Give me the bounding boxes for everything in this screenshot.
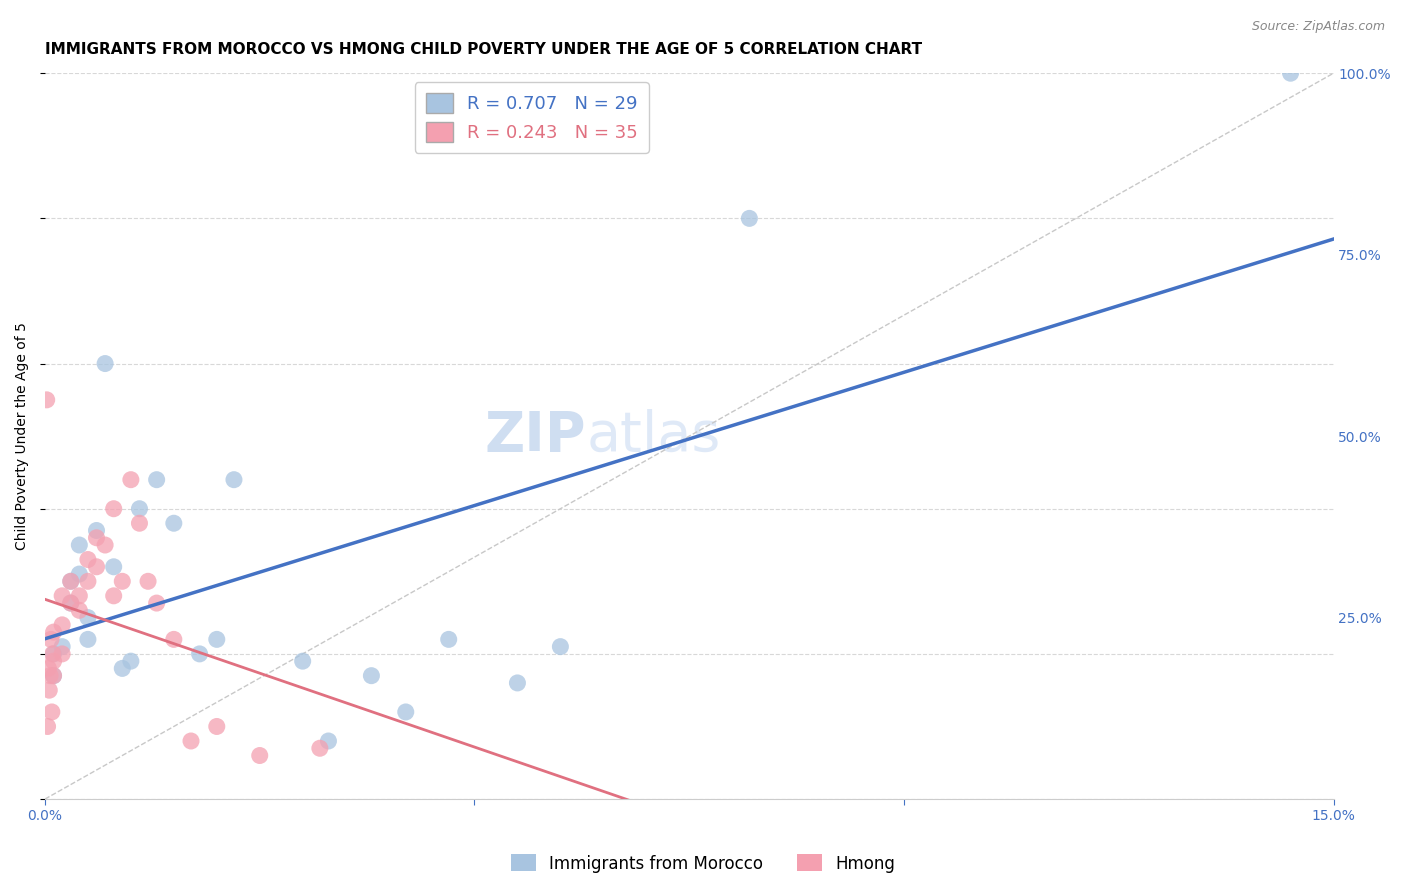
Point xyxy=(38,683,60,698)
Point xyxy=(42,647,65,661)
Point xyxy=(103,559,125,574)
Point xyxy=(42,668,65,682)
Point xyxy=(59,574,82,589)
Point xyxy=(67,603,90,617)
Point xyxy=(59,574,82,589)
Point xyxy=(205,632,228,647)
Point xyxy=(94,538,117,552)
Point xyxy=(136,574,159,589)
Point xyxy=(35,392,58,407)
Point xyxy=(39,668,62,682)
Point xyxy=(86,524,108,538)
Point xyxy=(738,211,761,226)
Point xyxy=(77,610,100,624)
Point xyxy=(128,501,150,516)
Point xyxy=(395,705,418,719)
Point xyxy=(59,596,82,610)
Text: ZIP: ZIP xyxy=(485,409,586,463)
Point xyxy=(41,705,63,719)
Point xyxy=(128,516,150,531)
Legend: Immigrants from Morocco, Hmong: Immigrants from Morocco, Hmong xyxy=(505,847,901,880)
Point xyxy=(77,552,100,566)
Point xyxy=(163,516,186,531)
Point xyxy=(506,676,529,690)
Point xyxy=(180,734,202,748)
Point xyxy=(67,589,90,603)
Point xyxy=(205,719,228,733)
Point xyxy=(249,748,271,763)
Point xyxy=(360,668,382,682)
Legend: R = 0.707   N = 29, R = 0.243   N = 35: R = 0.707 N = 29, R = 0.243 N = 35 xyxy=(415,82,648,153)
Point xyxy=(550,640,572,654)
Point xyxy=(67,538,90,552)
Point xyxy=(437,632,460,647)
Point xyxy=(41,647,63,661)
Point xyxy=(67,567,90,582)
Point xyxy=(120,654,142,668)
Point xyxy=(51,640,73,654)
Point xyxy=(188,647,211,661)
Point xyxy=(51,618,73,632)
Point xyxy=(145,473,167,487)
Point xyxy=(59,596,82,610)
Point xyxy=(42,625,65,640)
Point xyxy=(86,559,108,574)
Point xyxy=(103,589,125,603)
Point xyxy=(77,574,100,589)
Point xyxy=(222,473,245,487)
Point xyxy=(86,531,108,545)
Point xyxy=(145,596,167,610)
Point xyxy=(51,589,73,603)
Point xyxy=(94,357,117,371)
Text: Source: ZipAtlas.com: Source: ZipAtlas.com xyxy=(1251,20,1385,33)
Point xyxy=(77,632,100,647)
Point xyxy=(111,574,134,589)
Point xyxy=(37,661,59,675)
Text: atlas: atlas xyxy=(586,409,720,463)
Point xyxy=(42,668,65,682)
Point xyxy=(103,501,125,516)
Point xyxy=(37,719,59,733)
Point xyxy=(163,632,186,647)
Point xyxy=(111,661,134,675)
Point xyxy=(120,473,142,487)
Point xyxy=(308,741,330,756)
Y-axis label: Child Poverty Under the Age of 5: Child Poverty Under the Age of 5 xyxy=(15,322,30,550)
Point xyxy=(42,654,65,668)
Point xyxy=(51,647,73,661)
Point xyxy=(1279,66,1302,80)
Point xyxy=(291,654,314,668)
Text: IMMIGRANTS FROM MOROCCO VS HMONG CHILD POVERTY UNDER THE AGE OF 5 CORRELATION CH: IMMIGRANTS FROM MOROCCO VS HMONG CHILD P… xyxy=(45,42,922,57)
Point xyxy=(39,632,62,647)
Point xyxy=(318,734,340,748)
